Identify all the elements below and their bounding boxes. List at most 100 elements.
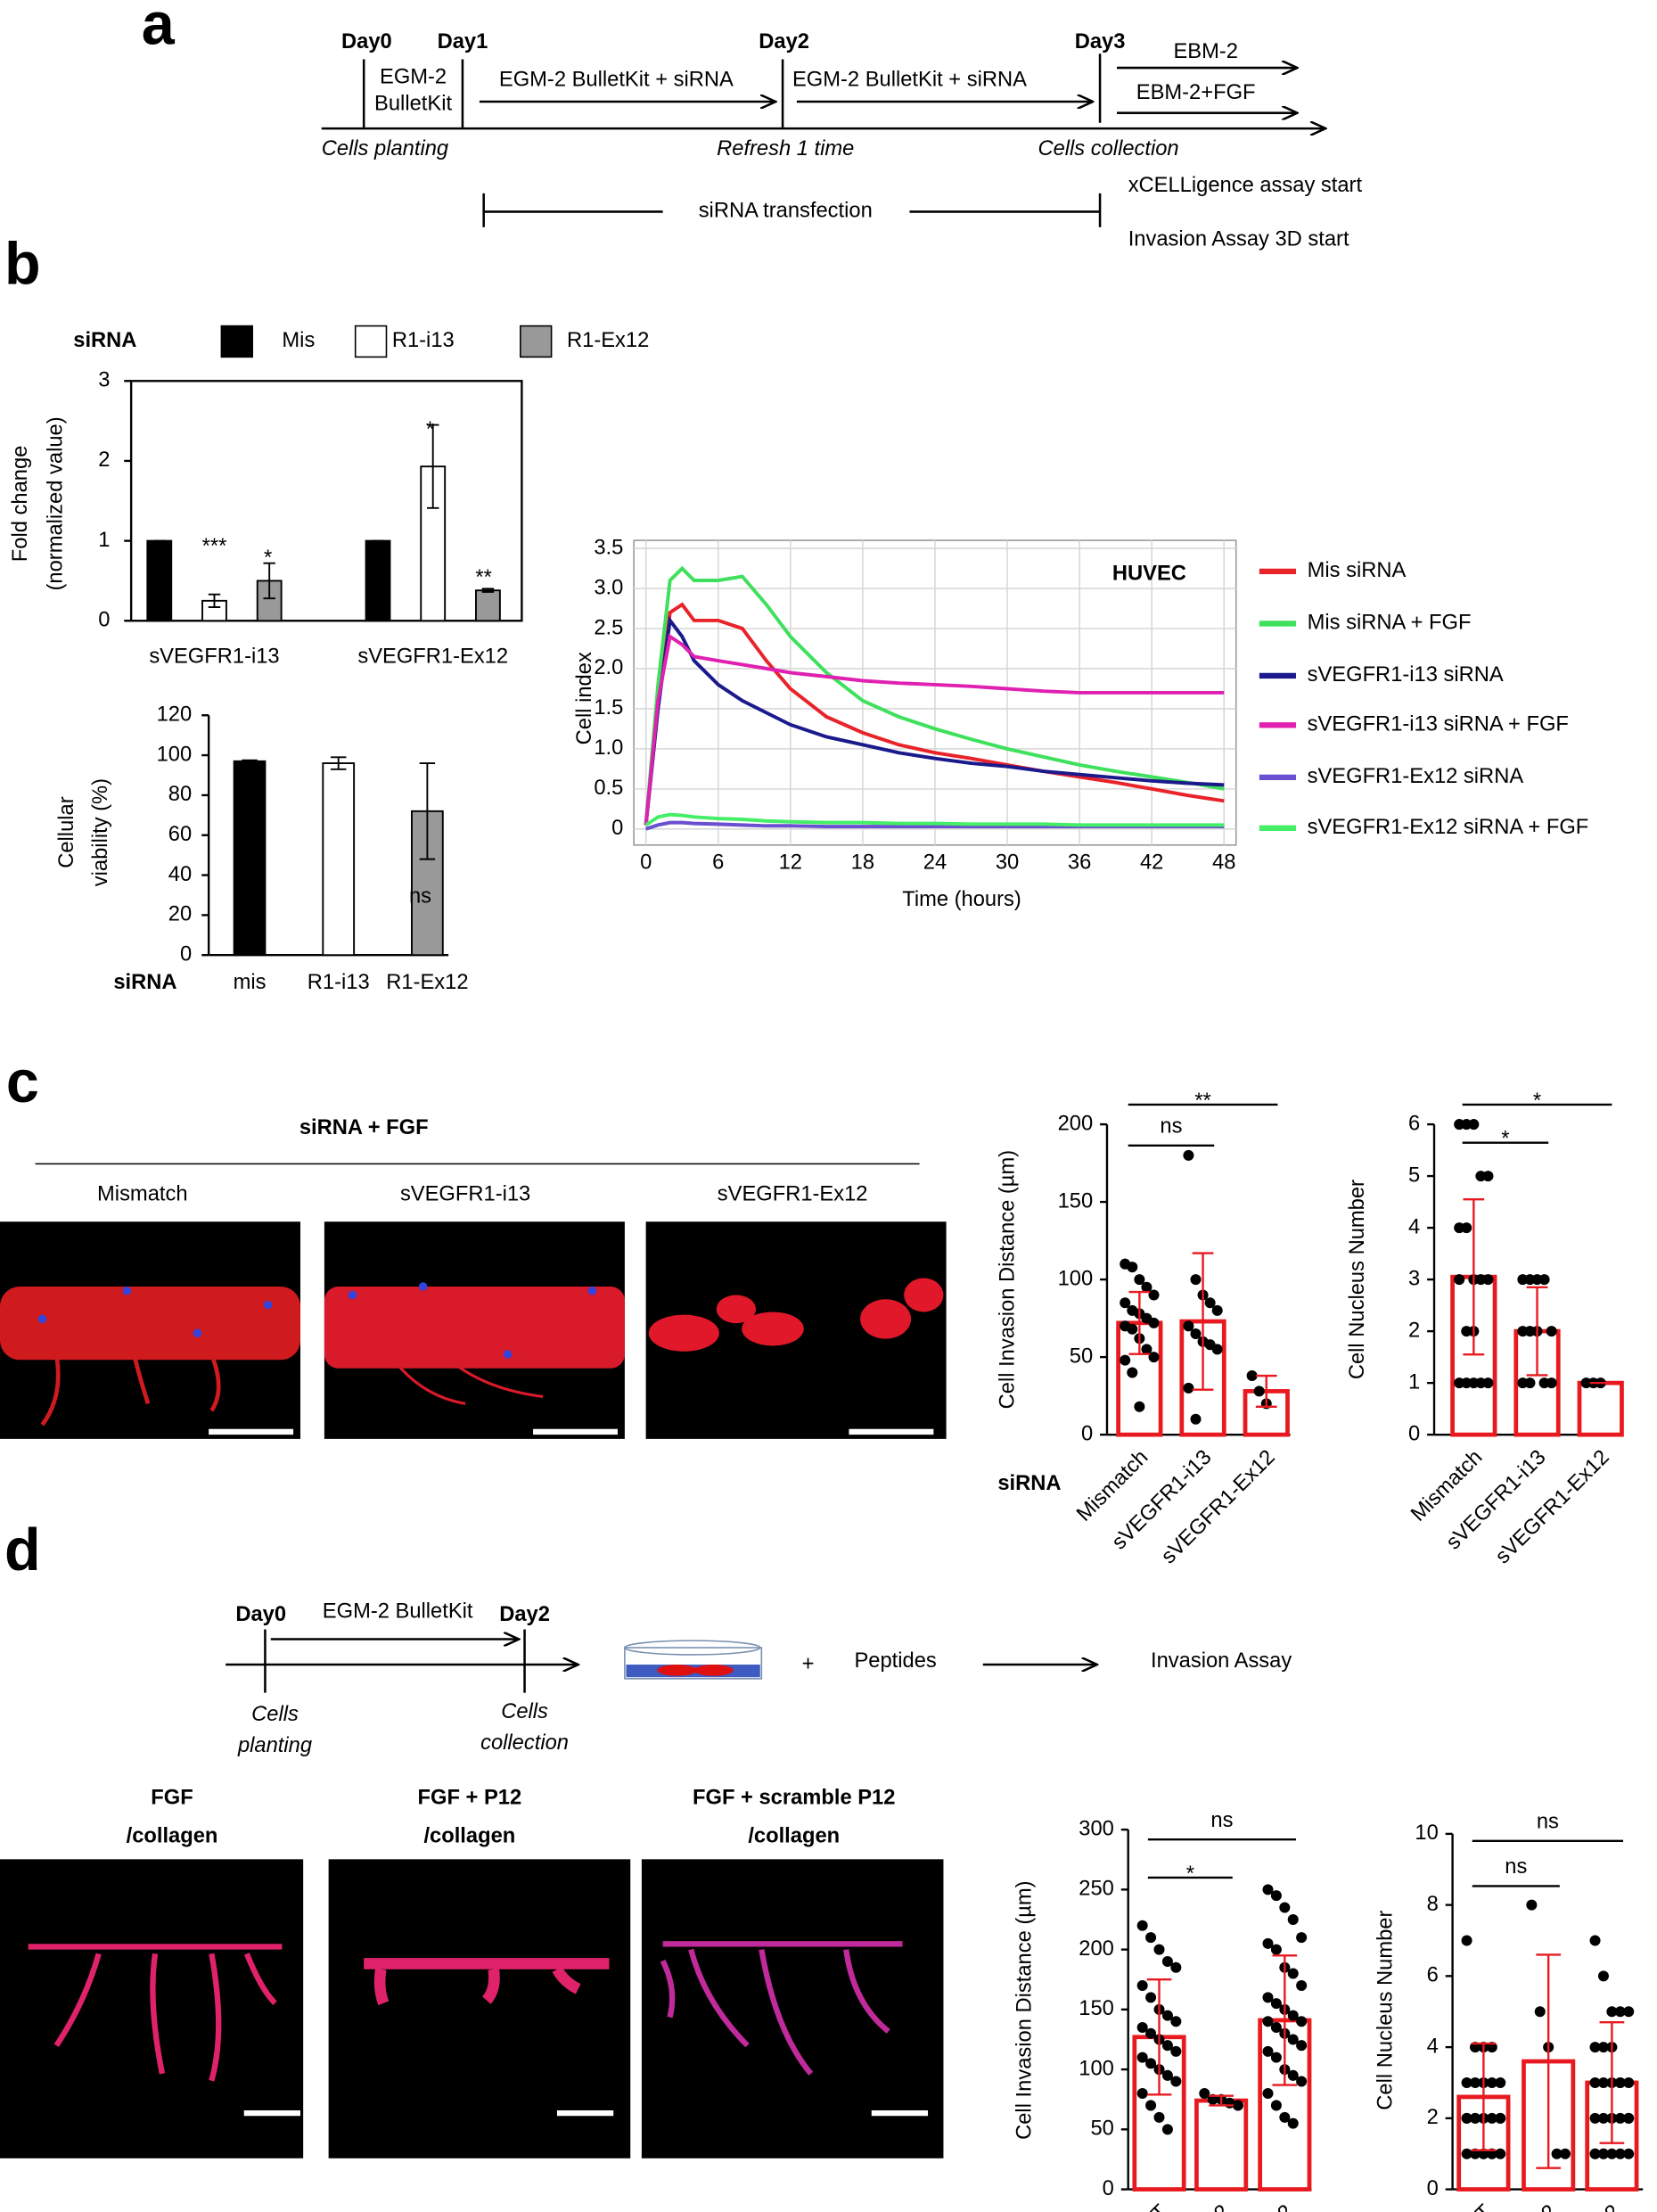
data-point bbox=[1262, 1992, 1274, 2003]
legend-label: sVEGFR1-i13 siRNA bbox=[1308, 663, 1504, 687]
bar bbox=[1194, 2098, 1249, 2191]
bar bbox=[233, 760, 267, 957]
y-tick-label: 4 bbox=[1408, 1215, 1420, 1238]
significance-label: * bbox=[1533, 1090, 1541, 1113]
y-tick-label: 0.5 bbox=[594, 777, 623, 800]
error-bar bbox=[331, 756, 347, 770]
data-point bbox=[1145, 2058, 1157, 2069]
significance-label: ** bbox=[475, 566, 491, 589]
data-point bbox=[1495, 2148, 1506, 2159]
data-point bbox=[1127, 1367, 1138, 1378]
y-tick-label: 150 bbox=[1058, 1189, 1094, 1213]
data-point bbox=[1161, 2040, 1173, 2052]
data-point bbox=[1482, 1377, 1494, 1389]
y-tick-label: 3.0 bbox=[594, 576, 623, 599]
x-tick-label: P12 bbox=[1519, 2200, 1562, 2212]
data-point bbox=[1153, 1944, 1165, 1955]
data-point bbox=[1597, 2148, 1609, 2159]
day-label: Day3 bbox=[1075, 30, 1126, 53]
micrograph-detail bbox=[40, 1353, 221, 1427]
data-point bbox=[1468, 1377, 1480, 1389]
y-tick-label: 3.5 bbox=[594, 536, 623, 559]
image-label: Mismatch bbox=[97, 1182, 187, 1205]
y-tick-label: 2.5 bbox=[594, 616, 623, 639]
data-point bbox=[1136, 2052, 1148, 2063]
significance-label: ns bbox=[1537, 1810, 1559, 1833]
data-point bbox=[1262, 2045, 1274, 2057]
legend-label: R1-Ex12 bbox=[567, 329, 649, 352]
event-label: collection bbox=[480, 1731, 569, 1755]
data-point bbox=[1170, 2045, 1182, 2057]
x-tick-label: mis bbox=[234, 971, 267, 994]
error-bar bbox=[1209, 2094, 1234, 2107]
x-tick-label: P12 bbox=[1192, 2200, 1235, 2212]
data-point bbox=[1145, 2100, 1157, 2111]
data-point bbox=[1495, 2076, 1506, 2088]
data-point bbox=[1538, 1274, 1550, 1286]
error-bar bbox=[1471, 2042, 1497, 2151]
data-point bbox=[1287, 2117, 1299, 2129]
y-tick-label: 10 bbox=[1415, 1821, 1438, 1845]
day-label: Day1 bbox=[438, 30, 488, 53]
data-point bbox=[1589, 2042, 1601, 2053]
x-tick-label: SP12 bbox=[1572, 2200, 1625, 2212]
data-point bbox=[1597, 1970, 1609, 1982]
data-point bbox=[1170, 2016, 1182, 2027]
micrograph bbox=[328, 1859, 631, 2159]
data-point bbox=[1211, 1344, 1223, 1355]
y-tick-label: 150 bbox=[1079, 1997, 1114, 2020]
data-point bbox=[1546, 1377, 1557, 1389]
event-label: Cells planting bbox=[322, 137, 448, 160]
panel-label: a bbox=[142, 0, 176, 57]
data-point bbox=[1623, 2006, 1635, 2018]
data-point bbox=[1148, 1289, 1160, 1301]
y-tick-label: 1 bbox=[98, 529, 110, 552]
data-point bbox=[1141, 1281, 1153, 1293]
data-line bbox=[644, 812, 1225, 827]
data-point bbox=[1190, 1328, 1202, 1340]
y-tick-label: 1.0 bbox=[594, 736, 623, 760]
micrograph-detail bbox=[364, 1958, 610, 2006]
y-tick-label: 5 bbox=[1408, 1164, 1420, 1187]
branch-label: EBM-2 bbox=[1173, 40, 1237, 63]
data-point bbox=[1262, 1937, 1274, 1949]
significance-label: ns bbox=[1210, 1809, 1233, 1832]
data-point bbox=[1262, 1884, 1274, 1895]
y-tick-label: 1.5 bbox=[594, 696, 623, 720]
legend-label: sVEGFR1-Ex12 siRNA + FGF bbox=[1308, 816, 1589, 839]
data-point bbox=[1551, 2148, 1563, 2159]
data-point bbox=[1296, 2076, 1308, 2087]
significance-label: *** bbox=[202, 535, 227, 558]
timeline-d: Day0 Day2 EGM-2 BulletKit Cells planting… bbox=[226, 1600, 1292, 1757]
y-tick-label: 100 bbox=[1058, 1267, 1094, 1290]
y-axis-label: Cell index bbox=[573, 652, 596, 744]
y-tick-label: 0 bbox=[1081, 1422, 1093, 1445]
data-point bbox=[1589, 2112, 1601, 2124]
data-point bbox=[1136, 2087, 1148, 2100]
data-point bbox=[1287, 1968, 1299, 1979]
x-axis-label: Time (hours) bbox=[902, 888, 1021, 911]
y-tick-label: 50 bbox=[1090, 2117, 1113, 2141]
y-tick-label: 100 bbox=[1079, 2057, 1114, 2080]
y-tick-label: 2.0 bbox=[594, 656, 623, 679]
y-tick-label: 6 bbox=[1408, 1112, 1420, 1135]
data-point bbox=[1170, 1961, 1182, 1973]
data-point bbox=[1190, 1413, 1202, 1425]
error-bar bbox=[1526, 1286, 1548, 1377]
data-point bbox=[1287, 2010, 1299, 2021]
data-point bbox=[1127, 1323, 1138, 1335]
y-tick-label: 200 bbox=[1058, 1112, 1094, 1135]
y-tick-label: 60 bbox=[168, 823, 192, 846]
x-tick-label: 30 bbox=[996, 851, 1019, 875]
data-point bbox=[1296, 1979, 1308, 1991]
micrograph-detail bbox=[0, 1287, 300, 1361]
data-point bbox=[1148, 1317, 1160, 1328]
legend-label: sVEGFR1-i13 siRNA + FGF bbox=[1308, 713, 1569, 736]
y-axis-label: Cellular bbox=[55, 796, 78, 868]
data-point bbox=[1161, 2069, 1173, 2081]
data-point bbox=[1526, 1899, 1538, 1911]
data-point bbox=[1461, 2148, 1472, 2159]
x-axis-label: siRNA bbox=[997, 1472, 1061, 1495]
bar bbox=[1577, 1380, 1624, 1437]
data-point bbox=[1134, 1274, 1145, 1286]
